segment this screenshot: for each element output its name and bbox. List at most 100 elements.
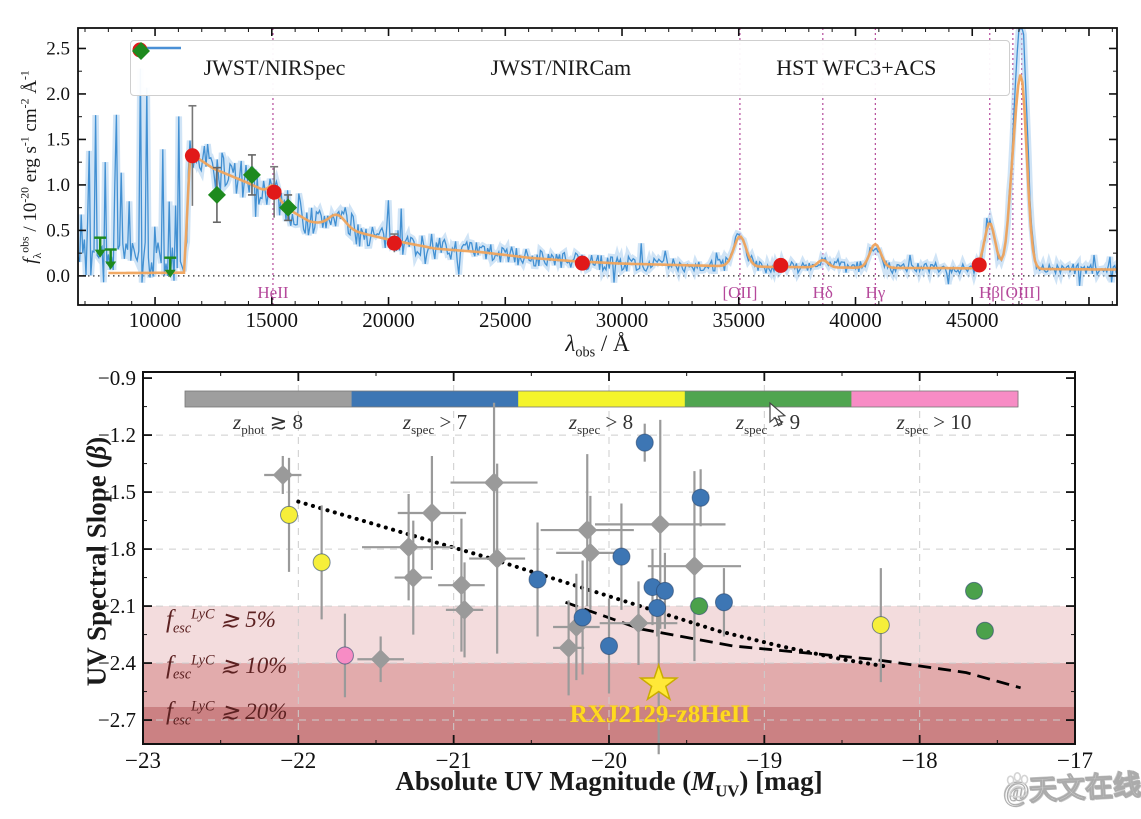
x-tick-label: 20000 xyxy=(362,308,415,332)
scatter-point-circle xyxy=(714,593,733,612)
scatter-point-circle xyxy=(528,570,547,589)
y-tick-label: 0.0 xyxy=(46,266,70,287)
y-tick-label: 1.5 xyxy=(46,129,70,150)
x-tick-label: −17 xyxy=(1057,748,1093,773)
x-tick-label: 35000 xyxy=(713,308,766,332)
cursor-arrow-icon xyxy=(769,401,787,427)
scatter-point-circle xyxy=(871,616,890,635)
spectrum-axes: 10000 15000 20000 25000 30000 35000 40000 45000… xyxy=(46,27,1118,332)
fesc-10pct-label: fescLyC ≳ 10% xyxy=(166,652,288,683)
fesc-5pct-label: fescLyC ≳ 5% xyxy=(166,606,276,637)
x-tick-label: −22 xyxy=(280,748,316,773)
scatter-point-diamond xyxy=(451,575,472,596)
x-tick-label: −20 xyxy=(591,748,627,773)
x-tick-label: 15000 xyxy=(246,308,299,332)
nircam-photometry xyxy=(184,104,987,273)
colorbar-segment xyxy=(185,391,353,407)
scatter-point-circle xyxy=(690,597,709,616)
x-tick-label: 30000 xyxy=(596,308,649,332)
scatter-point-diamond xyxy=(454,599,475,620)
emission-line-label: Hδ xyxy=(812,283,833,302)
y-tick-label: −1.5 xyxy=(98,480,136,504)
scatter-point-circle xyxy=(280,505,299,524)
y-tick-label: −2.4 xyxy=(98,651,137,675)
spectrum-y-axis-title: fλobs / 10-20 erg s-1 cm-2 Å-1 xyxy=(18,70,44,264)
legend-item-hst: HST WFC3+ACS xyxy=(132,42,937,81)
mouse-cursor xyxy=(769,401,787,427)
scatter-point-circle xyxy=(965,581,984,600)
scatter-point-diamond xyxy=(370,649,391,670)
y-tick-label: 0.5 xyxy=(46,220,70,241)
scatter-point-circle xyxy=(655,581,674,600)
emission-line-label: Hβ[OIII] xyxy=(978,283,1041,302)
scatter-point-diamond xyxy=(421,502,442,523)
legend-item-nircam: JWST/NIRCam xyxy=(132,42,632,81)
scatter-point-diamond xyxy=(577,520,598,541)
colorbar-segment xyxy=(851,391,1019,407)
scatter-point-diamond xyxy=(398,537,419,558)
redshift-colorbar xyxy=(184,390,1019,408)
y-tick-label: −2.1 xyxy=(98,594,136,618)
scatter-point-diamond xyxy=(684,556,705,577)
nircam-point xyxy=(773,257,789,273)
scatter-point-circle xyxy=(612,547,631,566)
scatter-point-circle xyxy=(600,636,618,655)
scatter-point-circle xyxy=(335,646,354,665)
nircam-point xyxy=(574,255,590,271)
hst-upper-limit-arrow xyxy=(94,249,106,258)
emission-line-label: Hγ xyxy=(865,283,886,302)
legend-label: JWST/NIRCam xyxy=(490,55,632,80)
scatter-point-diamond xyxy=(628,613,649,634)
nircam-point xyxy=(184,148,200,164)
y-tick-label: −2.7 xyxy=(98,708,136,732)
scatter-point-circle xyxy=(975,621,994,640)
y-tick-label: 1.0 xyxy=(46,175,70,196)
dashed-relation-line xyxy=(565,600,1021,690)
rxj2129-z8heii-label: RXJ2129-z8HeII xyxy=(569,701,751,728)
colorbar-label-zphot8: zphot ≳ 8 xyxy=(233,410,303,438)
x-tick-label: 45000 xyxy=(946,308,999,332)
uvslope-y-axis-title: UV Spectral Slope (β) xyxy=(81,436,112,687)
x-tick-label: −21 xyxy=(436,748,472,773)
scatter-point-circle xyxy=(635,433,654,452)
x-tick-label: 40000 xyxy=(829,308,882,332)
fesc-20pct-label: fescLyC ≳ 20% xyxy=(166,698,288,729)
y-tick-label: −1.8 xyxy=(98,537,136,561)
rxj2129-star-marker xyxy=(638,662,680,702)
x-tick-label: 10000 xyxy=(129,308,182,332)
hst-point xyxy=(279,198,298,217)
scatter-point-diamond xyxy=(484,472,505,493)
scatter-point-circle xyxy=(573,608,592,627)
hst-point xyxy=(242,165,261,184)
legend-item-nirspec: JWST/NIRSpec xyxy=(133,46,346,81)
y-tick-label: 2.0 xyxy=(46,84,70,105)
y-tick-label: −0.9 xyxy=(98,366,136,390)
scatter-point-diamond xyxy=(487,548,508,569)
scatter-point-diamond xyxy=(650,514,671,535)
x-tick-label: −18 xyxy=(902,748,938,773)
colorbar-label-zspec7: zspec > 7 xyxy=(402,410,468,438)
colorbar-segment xyxy=(351,391,519,407)
y-tick-label: −1.2 xyxy=(98,423,136,447)
scatter-point-circle xyxy=(691,488,710,507)
legend-label: HST WFC3+ACS xyxy=(776,55,937,80)
hst-point xyxy=(207,185,226,204)
colorbar-segment xyxy=(684,391,852,407)
scatter-point-diamond xyxy=(403,567,424,588)
legend-label: JWST/NIRSpec xyxy=(203,55,346,80)
spectrum-x-axis-title: λobs / Å xyxy=(565,331,630,361)
x-tick-label: −19 xyxy=(746,748,782,773)
colorbar-label-zspec10: zspec > 10 xyxy=(896,410,972,438)
x-tick-label: 25000 xyxy=(479,308,532,332)
nircam-point xyxy=(266,184,282,200)
colorbar-segment xyxy=(518,391,686,407)
scatter-point-circle xyxy=(648,598,667,617)
uvslope-axes: −23 −22 −21 −20 −19 −18 −17 −0.9 −1.2 −1.5 −1.8 −2.… xyxy=(98,366,1093,773)
spectrum-legend: JWST/NIRSpec JWST/NIRCam HST WFC3+ACS xyxy=(130,40,1010,96)
colorbar-label-zspec9: zspec > 9 xyxy=(735,410,801,438)
diamond-swatch-icon xyxy=(132,42,150,60)
uvslope-points xyxy=(272,433,994,702)
hst-upper-limit-arrow xyxy=(105,261,117,270)
